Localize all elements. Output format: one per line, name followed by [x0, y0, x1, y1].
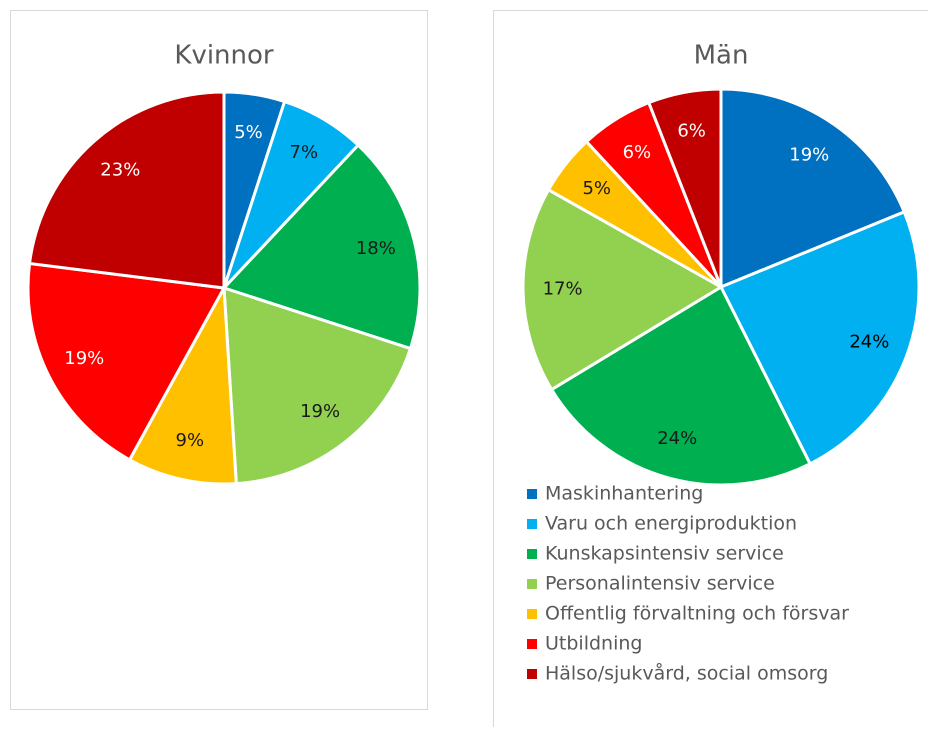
data-label: 18% [356, 238, 396, 259]
legend-label: Personalintensiv service [545, 573, 775, 595]
data-label: 24% [849, 331, 889, 352]
data-label: 23% [100, 159, 140, 180]
legend-swatch [527, 489, 537, 499]
data-label: 24% [657, 428, 697, 449]
legend-label: Offentlig förvaltning och försvar [545, 603, 849, 625]
legend-swatch [527, 519, 537, 529]
legend-swatch [527, 639, 537, 649]
legend-label: Kunskapsintensiv service [545, 543, 784, 565]
legend-label: Maskinhantering [545, 483, 703, 505]
chart-title: Män [694, 41, 749, 71]
chart-title: Kvinnor [174, 41, 274, 71]
legend-swatch [527, 669, 537, 679]
legend-label: Utbildning [545, 633, 642, 655]
data-label: 19% [789, 144, 829, 165]
data-label: 7% [290, 142, 319, 163]
legend-swatch [527, 609, 537, 619]
data-label: 5% [582, 178, 611, 199]
data-label: 6% [623, 142, 652, 163]
data-label: 9% [176, 430, 205, 451]
legend-label: Varu och energiproduktion [545, 513, 797, 535]
data-label: 19% [300, 401, 340, 422]
data-label: 19% [64, 348, 104, 369]
data-label: 17% [543, 278, 583, 299]
data-label: 5% [234, 122, 263, 143]
legend-swatch [527, 579, 537, 589]
legend-label: Hälso/sjukvård, social omsorg [545, 662, 828, 685]
legend-swatch [527, 549, 537, 559]
data-label: 6% [677, 120, 706, 141]
